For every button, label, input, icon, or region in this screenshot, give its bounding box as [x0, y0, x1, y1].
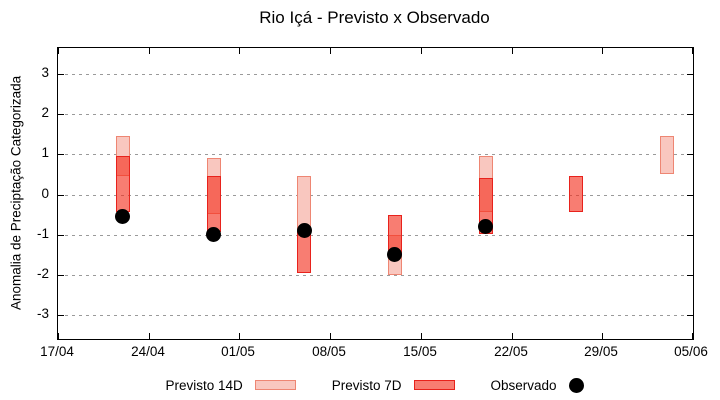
x-tick-bottom [602, 333, 603, 339]
x-tick-label: 05/06 [674, 344, 708, 359]
x-tick-top [602, 48, 603, 54]
x-tick-bottom [421, 333, 422, 339]
legend-item-previsto-14d: Previsto 14D [165, 377, 296, 393]
x-tick-label: 22/05 [494, 344, 528, 359]
y-tick-left [58, 275, 64, 276]
x-tick-top [692, 48, 693, 54]
chart-title: Rio Içá - Previsto x Observado [259, 8, 490, 27]
y-tick-label: -3 [36, 306, 49, 321]
observed-dot [387, 247, 402, 262]
y-tick-right [687, 74, 693, 75]
gridline-y-3 [58, 315, 693, 316]
x-tick-label: 08/05 [312, 344, 346, 359]
x-tick-top [58, 48, 59, 54]
y-tick-label: 3 [41, 65, 49, 80]
y-tick-label: 0 [41, 186, 49, 201]
observed-dot [206, 227, 221, 242]
y-tick-label: -2 [36, 266, 49, 281]
gridline-y3 [58, 74, 693, 75]
forecast-7d-bar [116, 156, 130, 212]
y-tick-left [58, 114, 64, 115]
x-tick-label: 24/04 [131, 344, 165, 359]
observed-dot [297, 223, 312, 238]
y-tick-right [687, 235, 693, 236]
y-tick-left [58, 235, 64, 236]
forecast-14d-swatch [254, 380, 296, 390]
forecast-7d-swatch [413, 380, 455, 390]
gridline-y1 [58, 154, 693, 155]
y-tick-right [687, 154, 693, 155]
y-tick-label: 1 [41, 145, 49, 160]
forecast-7d-bar [569, 176, 583, 212]
x-tick-top [421, 48, 422, 54]
x-tick-top [149, 48, 150, 54]
y-tick-label: 2 [41, 105, 49, 120]
y-tick-left [58, 195, 64, 196]
x-tick-top [512, 48, 513, 54]
x-tick-label: 29/05 [584, 344, 618, 359]
x-tick-bottom [58, 333, 59, 339]
observed-dot [115, 209, 130, 224]
y-tick-right [687, 275, 693, 276]
y-tick-right [687, 114, 693, 115]
x-tick-bottom [330, 333, 331, 339]
x-tick-bottom [692, 333, 693, 339]
x-tick-bottom [149, 333, 150, 339]
observed-dot [478, 219, 493, 234]
forecast-14d-bar [660, 136, 674, 174]
plot-area [57, 47, 694, 340]
legend: Previsto 14D Previsto 7D Observado [57, 373, 692, 397]
forecast-14d-bar [297, 176, 311, 230]
legend-item-previsto-7d: Previsto 7D [332, 378, 455, 393]
x-tick-top [239, 48, 240, 54]
legend-item-observado: Observado [490, 377, 584, 393]
gridline-y-2 [58, 275, 693, 276]
x-tick-bottom [239, 333, 240, 339]
observed-dot-swatch [568, 377, 584, 393]
y-tick-left [58, 154, 64, 155]
y-tick-right [687, 315, 693, 316]
y-tick-left [58, 315, 64, 316]
legend-label-previsto-7d: Previsto 7D [331, 377, 402, 393]
legend-label-observado: Observado [490, 377, 557, 393]
x-tick-label: 15/05 [403, 344, 437, 359]
gridline-y2 [58, 114, 693, 115]
x-tick-top [330, 48, 331, 54]
x-tick-bottom [512, 333, 513, 339]
y-tick-left [58, 74, 64, 75]
legend-label-previsto-14d: Previsto 14D [165, 377, 243, 393]
x-tick-label: 01/05 [221, 344, 255, 359]
gridline-y-1 [58, 235, 693, 236]
forecast-7d-bar [207, 176, 221, 232]
gridline-y0 [58, 195, 693, 196]
y-tick-right [687, 195, 693, 196]
y-tick-label: -1 [36, 226, 49, 241]
x-tick-label: 17/04 [40, 344, 74, 359]
